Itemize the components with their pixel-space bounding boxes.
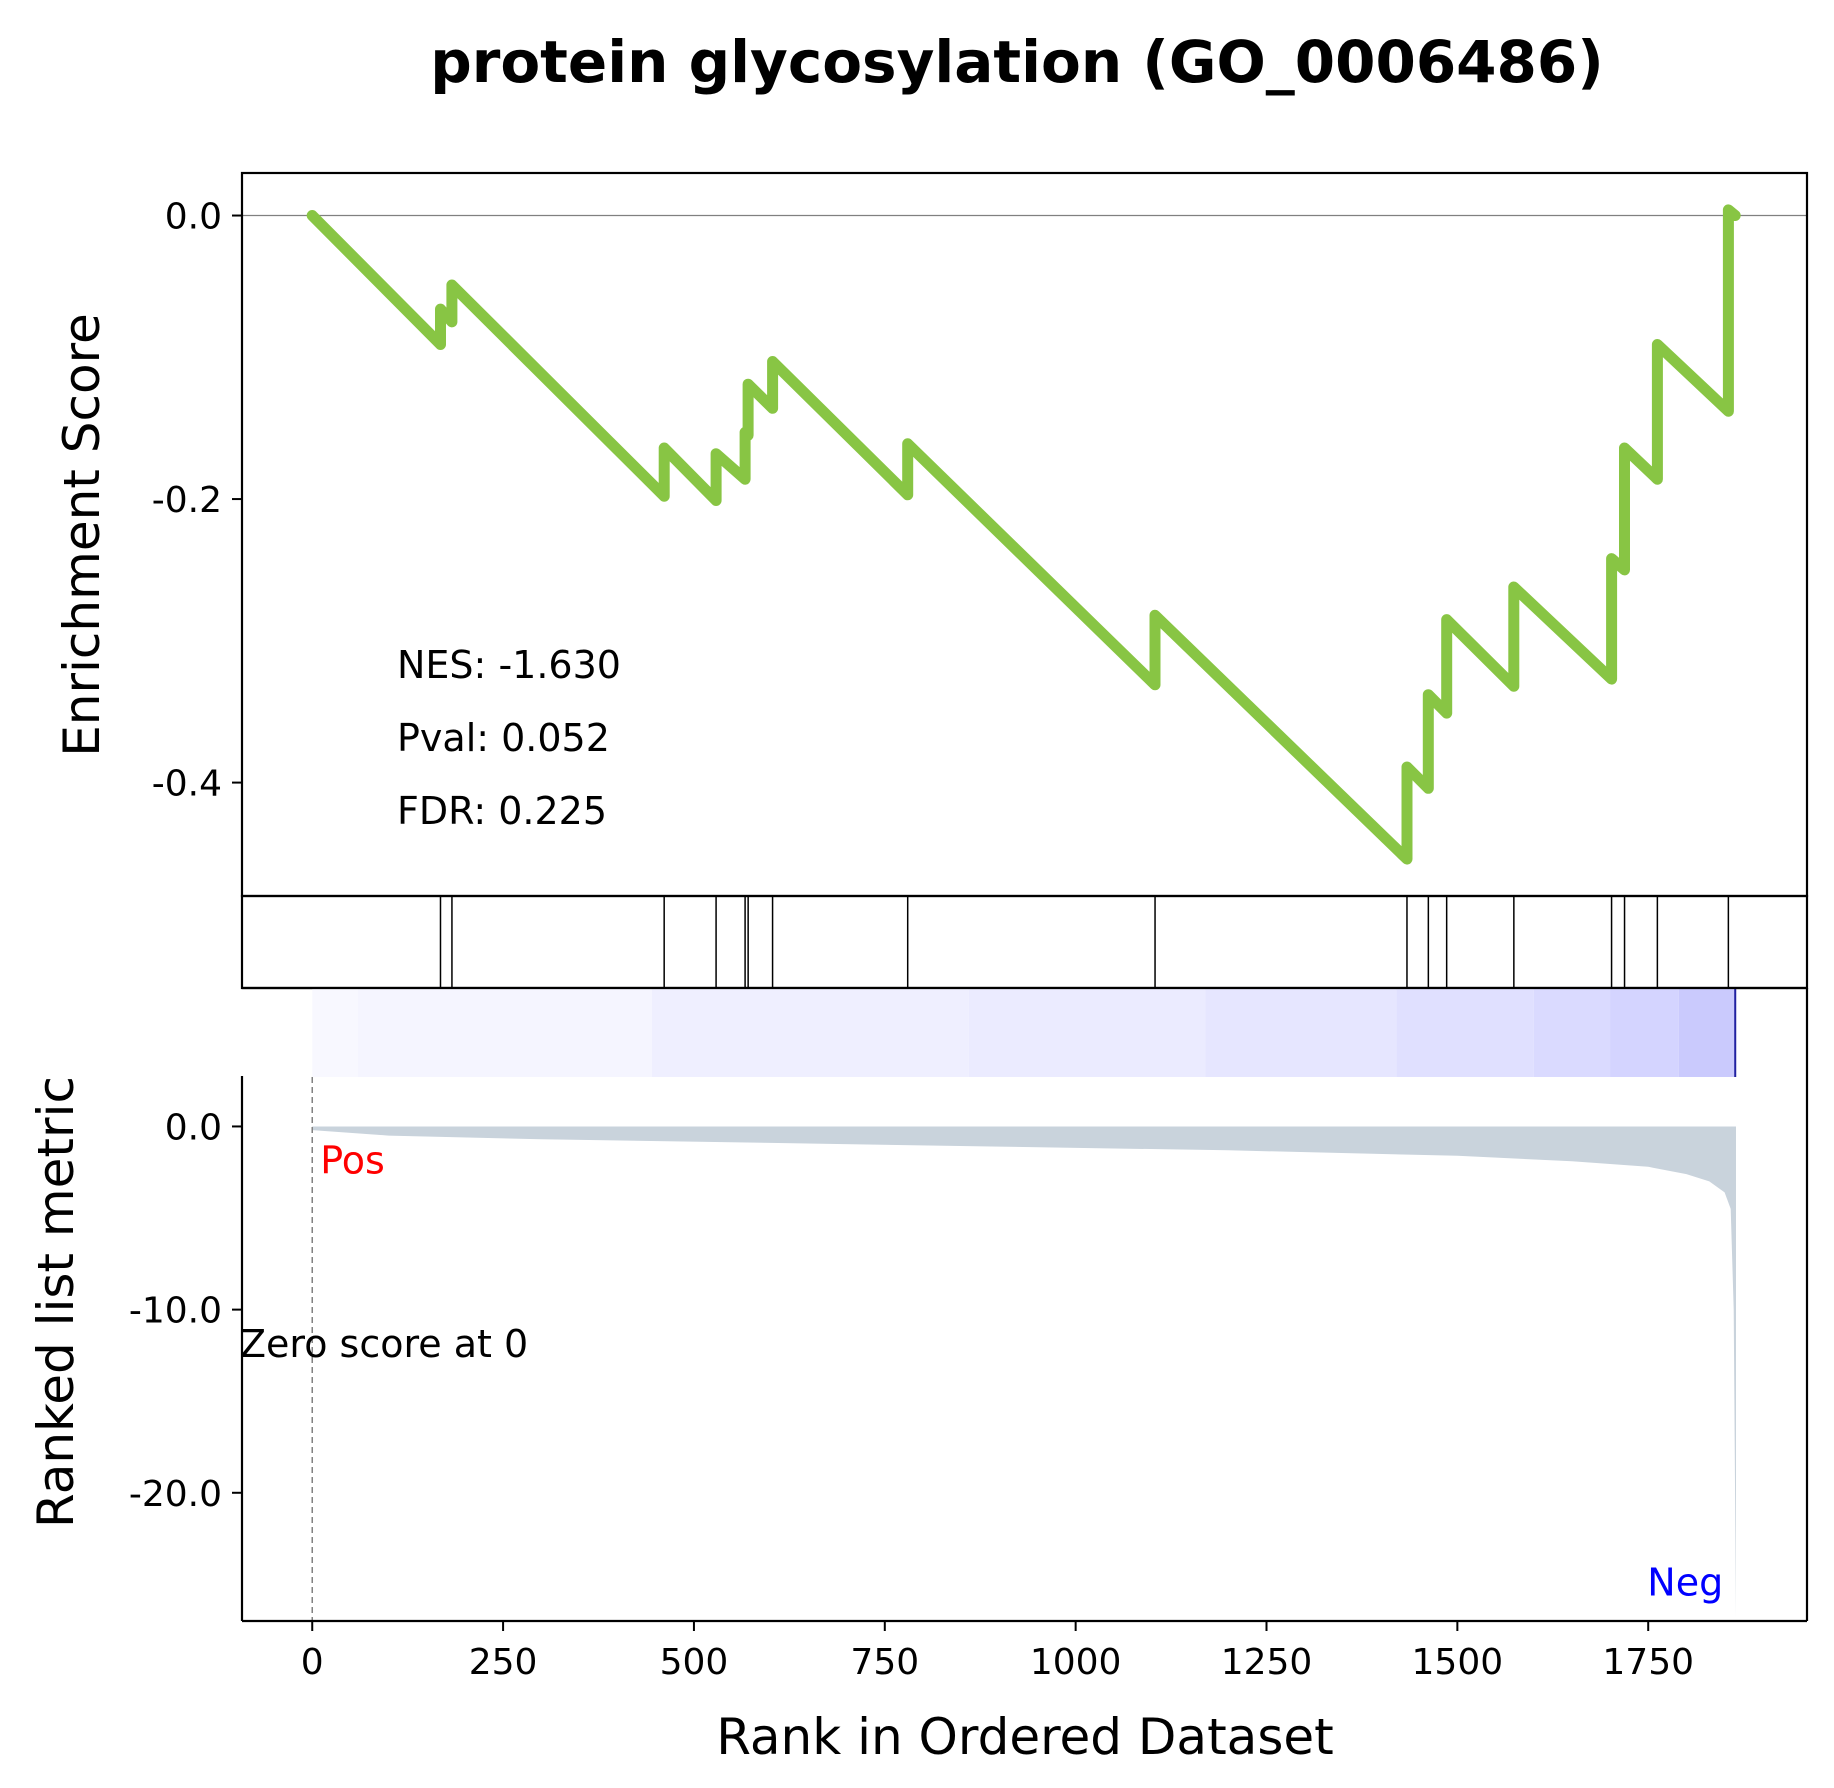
heat-segment [1533,988,1611,1077]
neg-label: Neg [1647,1560,1723,1604]
es-tick-label: 0.0 [165,197,222,238]
heat-segment [1678,988,1736,1077]
pval-stat: Pval: 0.052 [397,716,610,760]
hit-markers [439,896,1730,988]
heat-segment [651,988,969,1077]
ranked-metric-panel: 0.0 -10.0 -20.0 Pos Neg Zero score at 0 0 2… [129,986,1809,1683]
metric-tick-label: -20.0 [129,1474,222,1515]
metric-area [312,1126,1737,1618]
heat-strip-mask-left [242,1077,246,1079]
x-tick-label: 1000 [1030,1642,1122,1683]
x-axis-ticks: 0 250 500 750 1000 1250 1500 1750 [301,1621,1694,1683]
metric-tick-label: 0.0 [165,1107,222,1148]
es-curve [306,204,1741,865]
heat-segment [1610,988,1679,1077]
es-tick-label: -0.2 [152,480,222,521]
x-tick-label: 1750 [1602,1642,1694,1683]
heat-segment [1205,988,1397,1077]
heat-segment [968,988,1206,1077]
metric-y-ticks: 0.0 -10.0 -20.0 [129,1107,242,1515]
metric-tick-label: -10.0 [129,1291,222,1332]
heat-segment [358,988,652,1077]
x-tick-label: 750 [850,1642,919,1683]
zero-score-label: Zero score at 0 [240,1322,528,1366]
hits-panel [240,894,1809,990]
x-axis-label: Rank in Ordered Dataset [716,1708,1333,1766]
chart-title: protein glycosylation (GO_0006486) [430,28,1604,96]
x-tick-label: 500 [660,1642,729,1683]
es-y-axis-label: Enrichment Score [53,313,111,757]
heat-segment [312,988,359,1077]
pos-label: Pos [320,1138,385,1182]
heat-segment [1396,988,1534,1077]
es-tick-label: -0.4 [152,764,222,805]
hits-panel-frame [240,894,1809,990]
metric-y-axis-label: Ranked list metric [27,1076,85,1528]
es-y-ticks: 0.0 -0.2 -0.4 [152,197,242,805]
x-tick-label: 1500 [1412,1642,1504,1683]
es-panel-frame [240,171,1809,898]
x-tick-label: 1250 [1221,1642,1313,1683]
x-tick-label: 0 [301,1642,324,1683]
fdr-stat: FDR: 0.225 [397,789,607,833]
x-tick-label: 250 [469,1642,538,1683]
rank-heatmap-strip [312,988,1737,1077]
nes-stat: NES: -1.630 [397,643,621,687]
enrichment-score-panel: 0.0 -0.2 -0.4 NES: -1.630 Pval: 0.052 FDR:… [152,171,1809,898]
